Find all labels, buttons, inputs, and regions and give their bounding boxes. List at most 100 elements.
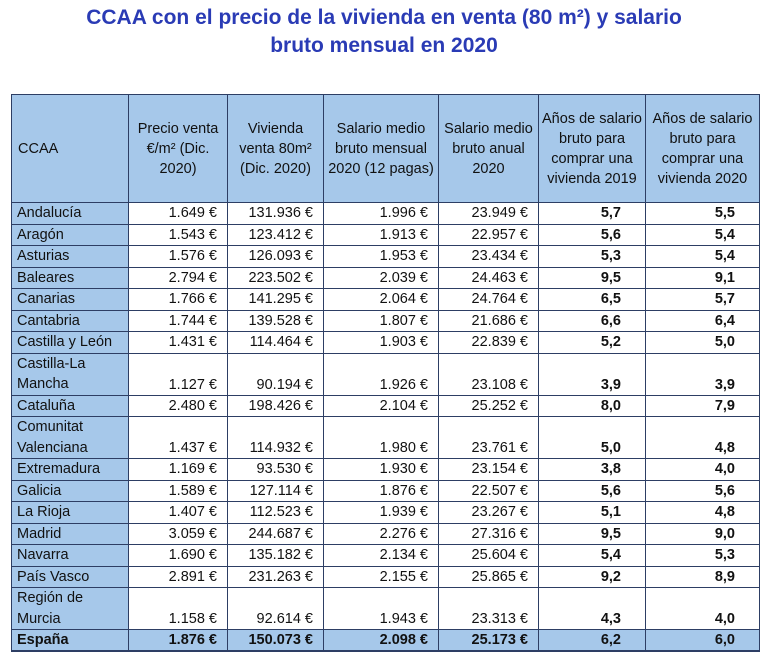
- cell-price-m2: 1.543 €: [128, 223, 228, 246]
- cell-home-80m2: 139.528 €: [227, 309, 324, 332]
- cell-region: La Rioja: [11, 501, 129, 524]
- cell-price-m2: 1.576 €: [128, 245, 228, 268]
- cell-price-m2: 1.437 €: [128, 416, 228, 459]
- table-row: Asturias 1.576 €126.093 €1.953 €23.434 €5…: [11, 245, 760, 268]
- table-row: Navarra 1.690 €135.182 €2.134 €25.604 €5,…: [11, 544, 760, 567]
- cell-annual-salary: 25.865 €: [438, 565, 539, 588]
- cell-monthly-salary: 1.996 €: [323, 202, 439, 225]
- title-line-1: CCAA con el precio de la vivienda en ven…: [86, 6, 682, 29]
- cell-annual-salary: 27.316 €: [438, 522, 539, 545]
- cell-annual-salary: 23.313 €: [438, 587, 539, 630]
- cell-home-80m2: 92.614 €: [227, 587, 324, 630]
- table-row: La Rioja 1.407 €112.523 €1.939 €23.267 €5…: [11, 501, 760, 524]
- cell-region: Cantabria: [11, 309, 129, 332]
- cell-annual-salary: 23.949 €: [438, 202, 539, 225]
- page-title: CCAA con el precio de la vivienda en ven…: [0, 4, 768, 60]
- cell-years-2020: 5,3: [645, 544, 760, 567]
- total-cell-price-m2: 1.876 €: [128, 629, 228, 652]
- cell-years-2019: 6,5: [538, 288, 646, 311]
- cell-years-2020: 9,0: [645, 522, 760, 545]
- table-row: Región de Murcia 1.158 €92.614 €1.943 €23…: [11, 587, 760, 630]
- housing-salary-table: CCAA Precio venta €/m² (Dic. 2020) Vivie…: [11, 94, 760, 652]
- cell-years-2019: 5,1: [538, 501, 646, 524]
- cell-monthly-salary: 1.913 €: [323, 223, 439, 246]
- cell-price-m2: 1.431 €: [128, 331, 228, 354]
- cell-annual-salary: 23.267 €: [438, 501, 539, 524]
- cell-years-2020: 5,7: [645, 288, 760, 311]
- cell-price-m2: 1.158 €: [128, 587, 228, 630]
- cell-years-2020: 5,4: [645, 223, 760, 246]
- cell-price-m2: 1.766 €: [128, 288, 228, 311]
- cell-annual-salary: 25.604 €: [438, 544, 539, 567]
- cell-home-80m2: 135.182 €: [227, 544, 324, 567]
- cell-home-80m2: 244.687 €: [227, 522, 324, 545]
- cell-home-80m2: 112.523 €: [227, 501, 324, 524]
- cell-region: Baleares: [11, 266, 129, 289]
- cell-home-80m2: 123.412 €: [227, 223, 324, 246]
- cell-annual-salary: 23.761 €: [438, 416, 539, 459]
- cell-region: Región de Murcia: [11, 587, 129, 630]
- cell-price-m2: 1.690 €: [128, 544, 228, 567]
- cell-years-2019: 5,2: [538, 331, 646, 354]
- cell-home-80m2: 141.295 €: [227, 288, 324, 311]
- table-row: Canarias 1.766 €141.295 €2.064 €24.764 €6…: [11, 288, 760, 311]
- cell-monthly-salary: 1.930 €: [323, 458, 439, 481]
- table-row: País Vasco 2.891 €231.263 €2.155 €25.865 …: [11, 565, 760, 588]
- cell-years-2019: 8,0: [538, 394, 646, 417]
- cell-price-m2: 2.794 €: [128, 266, 228, 289]
- cell-years-2020: 9,1: [645, 266, 760, 289]
- cell-price-m2: 1.589 €: [128, 479, 228, 502]
- total-cell-region: España: [11, 629, 129, 652]
- cell-monthly-salary: 1.903 €: [323, 331, 439, 354]
- cell-monthly-salary: 1.939 €: [323, 501, 439, 524]
- cell-years-2019: 5,0: [538, 416, 646, 459]
- cell-monthly-salary: 1.926 €: [323, 352, 439, 396]
- cell-region: Castilla-La Mancha: [11, 352, 129, 396]
- cell-years-2019: 5,6: [538, 223, 646, 246]
- cell-annual-salary: 24.764 €: [438, 288, 539, 311]
- cell-region: Cataluña: [11, 394, 129, 417]
- cell-annual-salary: 23.434 €: [438, 245, 539, 268]
- cell-annual-salary: 21.686 €: [438, 309, 539, 332]
- cell-years-2020: 4,0: [645, 587, 760, 630]
- total-cell-annual-salary: 25.173 €: [438, 629, 539, 652]
- table-row: Castilla y León 1.431 €114.464 €1.903 €22…: [11, 331, 760, 354]
- cell-home-80m2: 127.114 €: [227, 479, 324, 502]
- cell-years-2020: 5,5: [645, 202, 760, 225]
- cell-home-80m2: 93.530 €: [227, 458, 324, 481]
- table-row: Madrid 3.059 €244.687 €2.276 €27.316 €9,5…: [11, 522, 760, 545]
- cell-monthly-salary: 2.104 €: [323, 394, 439, 417]
- cell-years-2019: 4,3: [538, 587, 646, 630]
- cell-annual-salary: 23.108 €: [438, 352, 539, 396]
- cell-years-2020: 5,0: [645, 331, 760, 354]
- cell-years-2020: 8,9: [645, 565, 760, 588]
- cell-years-2019: 5,7: [538, 202, 646, 225]
- cell-price-m2: 1.744 €: [128, 309, 228, 332]
- cell-years-2020: 7,9: [645, 394, 760, 417]
- cell-monthly-salary: 1.807 €: [323, 309, 439, 332]
- cell-monthly-salary: 2.276 €: [323, 522, 439, 545]
- cell-price-m2: 1.407 €: [128, 501, 228, 524]
- table-row: Aragón 1.543 €123.412 €1.913 €22.957 €5,6…: [11, 223, 760, 246]
- table-row: Cataluña 2.480 €198.426 €2.104 €25.252 €8…: [11, 394, 760, 417]
- cell-region: Asturias: [11, 245, 129, 268]
- total-cell-monthly-salary: 2.098 €: [323, 629, 439, 652]
- cell-monthly-salary: 1.953 €: [323, 245, 439, 268]
- cell-years-2019: 5,3: [538, 245, 646, 268]
- cell-price-m2: 1.127 €: [128, 352, 228, 396]
- cell-region: Madrid: [11, 522, 129, 545]
- header-ccaa: CCAA: [11, 94, 129, 203]
- cell-price-m2: 1.649 €: [128, 202, 228, 225]
- cell-annual-salary: 24.463 €: [438, 266, 539, 289]
- cell-years-2019: 9,2: [538, 565, 646, 588]
- cell-home-80m2: 198.426 €: [227, 394, 324, 417]
- header-home-80m2: Vivienda venta 80m² (Dic. 2020): [227, 94, 324, 203]
- cell-region: Andalucía: [11, 202, 129, 225]
- cell-monthly-salary: 1.980 €: [323, 416, 439, 459]
- cell-years-2020: 5,4: [645, 245, 760, 268]
- cell-region: Aragón: [11, 223, 129, 246]
- cell-monthly-salary: 2.064 €: [323, 288, 439, 311]
- cell-years-2020: 4,8: [645, 416, 760, 459]
- cell-price-m2: 1.169 €: [128, 458, 228, 481]
- cell-years-2019: 5,6: [538, 479, 646, 502]
